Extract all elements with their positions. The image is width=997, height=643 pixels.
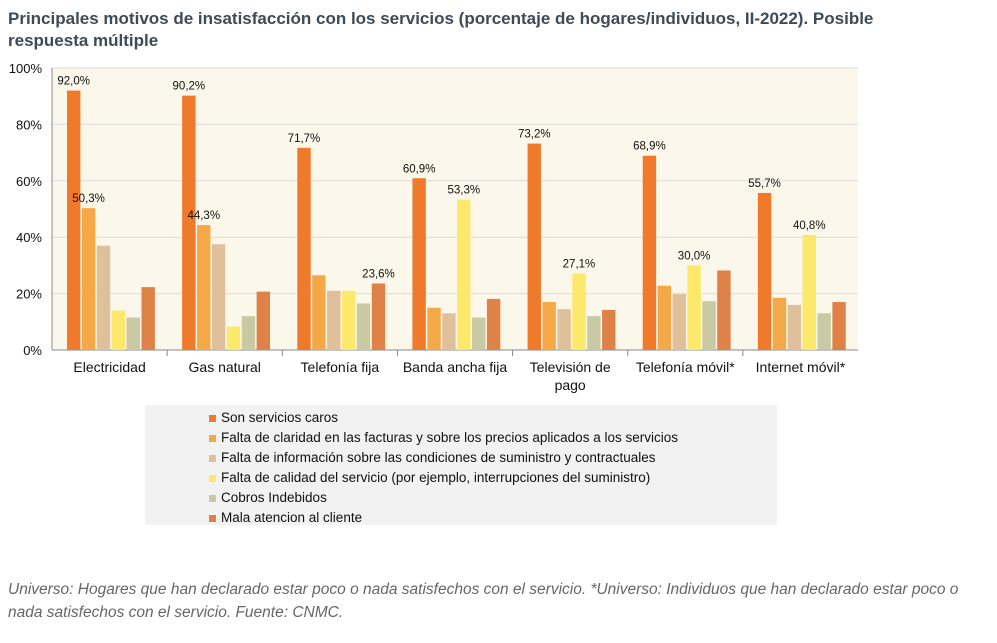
- legend-item: Mala atencion al cliente: [209, 508, 777, 528]
- bar: [757, 192, 772, 350]
- bar: [457, 199, 471, 350]
- y-tick-label: 100%: [9, 61, 43, 76]
- bar: [787, 304, 802, 350]
- legend-item: Cobros Indebidos: [209, 488, 777, 508]
- bar: [197, 225, 211, 350]
- bar: [111, 310, 126, 350]
- legend-item: Son servicios caros: [209, 408, 777, 428]
- legend-label: Falta de calidad del servicio (por ejemp…: [221, 470, 651, 485]
- legend-label: Falta de claridad en las facturas y sobr…: [221, 430, 678, 445]
- plot-area: [52, 68, 858, 350]
- y-tick-label: 40%: [16, 230, 42, 245]
- data-label: 71,7%: [288, 133, 321, 145]
- x-tick-label: Telefonía fija: [301, 359, 380, 375]
- legend-swatch: [209, 474, 216, 482]
- data-label: 92,0%: [57, 76, 90, 88]
- legend-item: Falta de calidad del servicio (por ejemp…: [209, 468, 777, 488]
- bar: [256, 291, 271, 350]
- bar: [356, 303, 371, 350]
- data-label: 90,2%: [173, 81, 206, 93]
- bar: [702, 301, 716, 350]
- bar: [412, 178, 426, 350]
- bar: [672, 294, 686, 350]
- bar: [832, 302, 846, 350]
- bar: [802, 234, 816, 350]
- legend-item: Falta de información sobre las condicion…: [209, 448, 777, 468]
- data-label: 73,2%: [518, 129, 551, 141]
- legend-label: Mala atencion al cliente: [221, 510, 363, 525]
- legend-label: Cobros Indebidos: [221, 490, 327, 505]
- bar: [81, 208, 96, 350]
- bar: [241, 316, 256, 350]
- data-label: 30,0%: [678, 250, 711, 262]
- data-label: 55,7%: [748, 178, 781, 190]
- bar: [817, 313, 831, 350]
- x-tick-label: Televisión de: [530, 359, 611, 375]
- data-label: 23,6%: [362, 268, 395, 280]
- bar: [226, 326, 241, 350]
- bar: [657, 285, 672, 350]
- chart-legend: Son servicios caros Falta de claridad en …: [145, 405, 777, 525]
- bar: [67, 90, 81, 350]
- data-label: 68,9%: [633, 141, 666, 153]
- data-label: 60,9%: [403, 163, 436, 175]
- bar: [182, 95, 196, 350]
- legend-swatch: [209, 514, 216, 522]
- legend-swatch: [209, 454, 216, 462]
- data-label: 53,3%: [448, 185, 481, 197]
- bar: [427, 307, 441, 350]
- bar-chart: 0% 20% 40% 60% 80% 100% 92,0% 50,3% 90,2% 44,3% 71…: [9, 61, 858, 393]
- data-label: 27,1%: [563, 259, 596, 271]
- bar: [772, 297, 787, 350]
- legend-item: Falta de claridad en las facturas y sobr…: [209, 428, 777, 448]
- bar: [297, 147, 311, 350]
- bar: [642, 155, 657, 350]
- bar: [312, 275, 326, 350]
- data-label: 50,3%: [72, 193, 105, 205]
- legend-label: Son servicios caros: [221, 410, 339, 425]
- bar: [472, 317, 486, 350]
- x-tick-label: Telefonía móvil*: [636, 359, 735, 375]
- bar: [572, 273, 586, 350]
- bar: [486, 298, 501, 350]
- x-tick-label: pago: [555, 377, 586, 393]
- footnote: Universo: Hogares que han declarado esta…: [8, 581, 959, 621]
- y-tick-label: 60%: [16, 174, 42, 189]
- bar: [602, 309, 616, 350]
- y-tick-label: 20%: [16, 287, 42, 302]
- bar: [141, 287, 155, 350]
- x-tick-label: Electricidad: [73, 359, 145, 375]
- y-tick-label: 80%: [16, 117, 42, 132]
- bar: [542, 302, 556, 350]
- x-tick-label: Gas natural: [189, 359, 261, 375]
- chart-title: Principales motivos de insatisfacción co…: [8, 9, 874, 50]
- bar: [96, 245, 111, 350]
- legend-swatch: [209, 414, 216, 422]
- bar: [587, 316, 601, 350]
- bar: [687, 265, 701, 350]
- bar: [527, 143, 541, 350]
- data-label: 44,3%: [187, 210, 220, 222]
- bar: [211, 244, 226, 350]
- bar: [442, 313, 456, 350]
- x-tick-label: Internet móvil*: [756, 359, 846, 375]
- legend-label: Falta de información sobre las condicion…: [221, 450, 656, 465]
- bar: [126, 317, 140, 350]
- y-tick-label: 0%: [23, 343, 42, 358]
- data-label: 40,8%: [793, 220, 826, 232]
- bar: [717, 270, 731, 350]
- bar: [371, 283, 386, 350]
- bar: [327, 290, 341, 350]
- bar: [341, 290, 356, 350]
- legend-swatch: [209, 434, 216, 442]
- legend-swatch: [209, 494, 216, 502]
- x-tick-label: Banda ancha fija: [403, 359, 508, 375]
- bar: [557, 309, 571, 350]
